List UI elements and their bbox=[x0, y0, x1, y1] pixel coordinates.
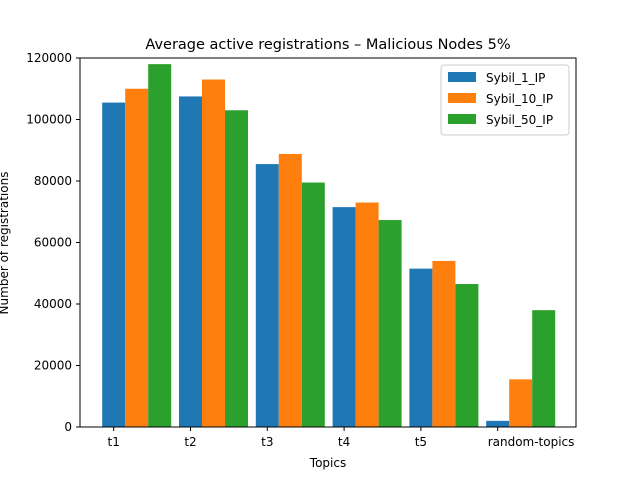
bar-Sybil_50_IP-t3 bbox=[301, 182, 325, 427]
bar-Sybil_10_IP-random-topics bbox=[509, 379, 533, 427]
y-tick-label: 100000 bbox=[26, 113, 72, 127]
bar-Sybil_1_IP-t3 bbox=[255, 164, 279, 427]
bar-Sybil_1_IP-t1 bbox=[102, 102, 126, 428]
bar-Sybil_1_IP-t4 bbox=[332, 207, 356, 427]
x-tick-label: t1 bbox=[108, 435, 120, 449]
bar-Sybil_50_IP-t2 bbox=[225, 110, 248, 428]
bar-Sybil_1_IP-t5 bbox=[409, 268, 433, 427]
x-tick-label: t2 bbox=[184, 435, 196, 449]
legend-label-Sybil_10_IP: Sybil_10_IP bbox=[486, 92, 553, 106]
bar-Sybil_10_IP-t3 bbox=[278, 153, 302, 427]
bar-Sybil_1_IP-t2 bbox=[179, 96, 202, 427]
bar-Sybil_10_IP-t1 bbox=[125, 88, 149, 427]
bar-Sybil_10_IP-t2 bbox=[202, 79, 225, 428]
bar-Sybil_50_IP-random-topics bbox=[532, 310, 556, 427]
x-tick-label: random-topics bbox=[488, 435, 575, 449]
plot-area: t1 t2 t3 t4 t5 random-topics 0 20000 40000 60000 8… bbox=[26, 51, 577, 449]
legend-label-Sybil_50_IP: Sybil_50_IP bbox=[486, 113, 553, 127]
legend-swatch-Sybil_50_IP bbox=[448, 114, 476, 124]
x-tick-label: t4 bbox=[338, 435, 350, 449]
bar-Sybil_10_IP-t4 bbox=[355, 202, 379, 427]
y-tick-label: 120000 bbox=[26, 51, 72, 65]
axes-frame bbox=[79, 57, 577, 428]
y-tick-label: 60000 bbox=[34, 236, 72, 250]
bar-Sybil_50_IP-t1 bbox=[148, 64, 172, 428]
legend-swatch-Sybil_10_IP bbox=[448, 93, 476, 103]
legend-label-Sybil_1_IP: Sybil_1_IP bbox=[486, 71, 545, 85]
y-tick-label: 0 bbox=[64, 420, 72, 434]
legend-swatch-Sybil_1_IP bbox=[448, 72, 476, 82]
x-tick-label: t5 bbox=[415, 435, 427, 449]
y-tick-label: 40000 bbox=[34, 297, 72, 311]
y-axis-label: Number of registrations bbox=[0, 172, 11, 315]
chart-title: Average active registrations – Malicious… bbox=[145, 37, 510, 53]
bar-Sybil_50_IP-t5 bbox=[455, 284, 479, 427]
bar-Sybil_10_IP-t5 bbox=[432, 260, 456, 427]
y-tick-label: 80000 bbox=[34, 174, 72, 188]
x-axis-label: Topics bbox=[309, 456, 346, 470]
x-tick-label: t3 bbox=[261, 435, 273, 449]
bar-Sybil_50_IP-t4 bbox=[378, 220, 402, 427]
legend: Sybil_1_IP Sybil_10_IP Sybil_50_IP bbox=[440, 64, 570, 136]
y-tick-label: 20000 bbox=[34, 359, 72, 373]
bar-Sybil_1_IP-random-topics bbox=[486, 420, 510, 427]
